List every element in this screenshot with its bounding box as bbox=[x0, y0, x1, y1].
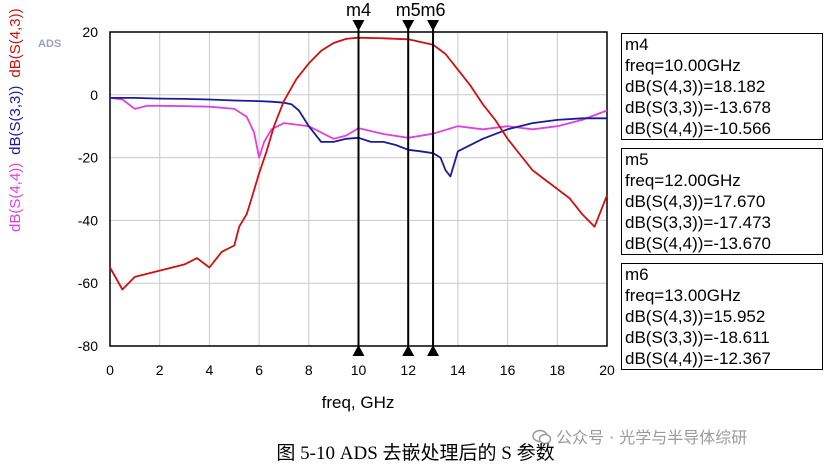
marker-readout-m6: m6 freq=13.00GHz dB(S(4,3))=15.952 dB(S(… bbox=[621, 263, 823, 370]
marker-top-arrow-icon bbox=[402, 20, 415, 31]
marker-s43: dB(S(4,3))=18.182 bbox=[625, 77, 766, 96]
y-axis-legend: dB(S(4,4)) dB(S(3,3)) dB(S(4,3)) bbox=[7, 8, 24, 232]
marker-s33: dB(S(3,3))=-18.611 bbox=[625, 328, 770, 347]
ads-logo-tag: ADS bbox=[38, 38, 61, 50]
series-line-2 bbox=[110, 97, 607, 178]
x-tick-label: 12 bbox=[400, 362, 416, 378]
marker-s44: dB(S(4,4))=-10.566 bbox=[625, 119, 771, 138]
x-tick-label: 10 bbox=[351, 362, 367, 378]
marker-top-arrow-icon bbox=[352, 20, 365, 31]
y-tick-label: 20 bbox=[82, 24, 98, 40]
marker-freq: freq=10.00GHz bbox=[625, 56, 741, 75]
legend-entry-1: dB(S(4,4)) bbox=[7, 163, 24, 232]
x-tick-label: 16 bbox=[500, 362, 516, 378]
y-tick-label: 0 bbox=[90, 87, 98, 103]
y-tick-label: -80 bbox=[78, 338, 98, 354]
marker-label-m6: m6 bbox=[421, 0, 446, 20]
tick-labels: 0 2 4 6 8 10 12 14 16 18 20 20 0 -20 -40 -60 -80 bbox=[78, 24, 615, 378]
marker-top-arrow-icon bbox=[427, 20, 440, 31]
y-tick-label: -60 bbox=[78, 275, 98, 291]
marker-s43: dB(S(4,3))=15.952 bbox=[625, 307, 766, 326]
marker-s43: dB(S(4,3))=17.670 bbox=[625, 192, 766, 211]
marker-label-m4: m4 bbox=[346, 0, 371, 20]
marker-bottom-arrow-icon bbox=[352, 345, 365, 356]
marker-s44: dB(S(4,4))=-12.367 bbox=[625, 349, 771, 368]
marker-name: m6 bbox=[625, 265, 649, 284]
marker-bottom-arrow-icon bbox=[427, 345, 440, 356]
x-tick-label: 20 bbox=[599, 362, 615, 378]
x-tick-label: 0 bbox=[106, 362, 114, 378]
legend-entry-2: dB(S(3,3)) bbox=[7, 86, 24, 155]
marker-label-m5: m5 bbox=[396, 0, 421, 20]
marker-name: m5 bbox=[625, 150, 649, 169]
watermark-text: 公众号 · 光学与半导体综研 bbox=[556, 428, 748, 447]
marker-s44: dB(S(4,4))=-13.670 bbox=[625, 234, 771, 253]
wechat-icon bbox=[532, 429, 552, 445]
series-line-3 bbox=[109, 36, 608, 291]
marker-name: m4 bbox=[625, 35, 649, 54]
legend-text: dB(S(4,4)) dB(S(3,3)) dB(S(4,3)) bbox=[7, 8, 24, 232]
x-tick-label: 6 bbox=[255, 362, 263, 378]
figure-caption: 图 5-10 ADS 去嵌处理后的 S 参数 bbox=[276, 443, 555, 464]
wechat-watermark: 公众号 · 光学与半导体综研 bbox=[532, 424, 747, 448]
series-layer bbox=[109, 36, 608, 291]
legend-entry-3: dB(S(4,3)) bbox=[7, 8, 24, 77]
marker-freq: freq=12.00GHz bbox=[625, 171, 741, 190]
marker-readout-m4: m4 freq=10.00GHz dB(S(4,3))=18.182 dB(S(… bbox=[621, 33, 823, 140]
marker-readout-m5: m5 freq=12.00GHz dB(S(4,3))=17.670 dB(S(… bbox=[621, 148, 823, 255]
x-tick-label: 4 bbox=[206, 362, 214, 378]
marker-freq: freq=13.00GHz bbox=[625, 286, 741, 305]
x-tick-label: 14 bbox=[450, 362, 466, 378]
marker-bottom-arrow-icon bbox=[402, 345, 415, 356]
x-tick-label: 2 bbox=[156, 362, 164, 378]
legend-rotated: dB(S(4,4)) dB(S(3,3)) dB(S(4,3)) bbox=[7, 8, 24, 232]
y-tick-label: -20 bbox=[78, 150, 98, 166]
x-axis-label: freq, GHz bbox=[322, 393, 395, 412]
y-tick-label: -40 bbox=[78, 212, 98, 228]
marker-s33: dB(S(3,3))=-17.473 bbox=[625, 213, 771, 232]
series-line-1 bbox=[109, 97, 608, 159]
x-tick-label: 8 bbox=[305, 362, 313, 378]
marker-s33: dB(S(3,3))=-13.678 bbox=[625, 98, 771, 117]
marker-layer: m4 m5 m6 bbox=[346, 0, 446, 356]
x-tick-label: 18 bbox=[550, 362, 566, 378]
